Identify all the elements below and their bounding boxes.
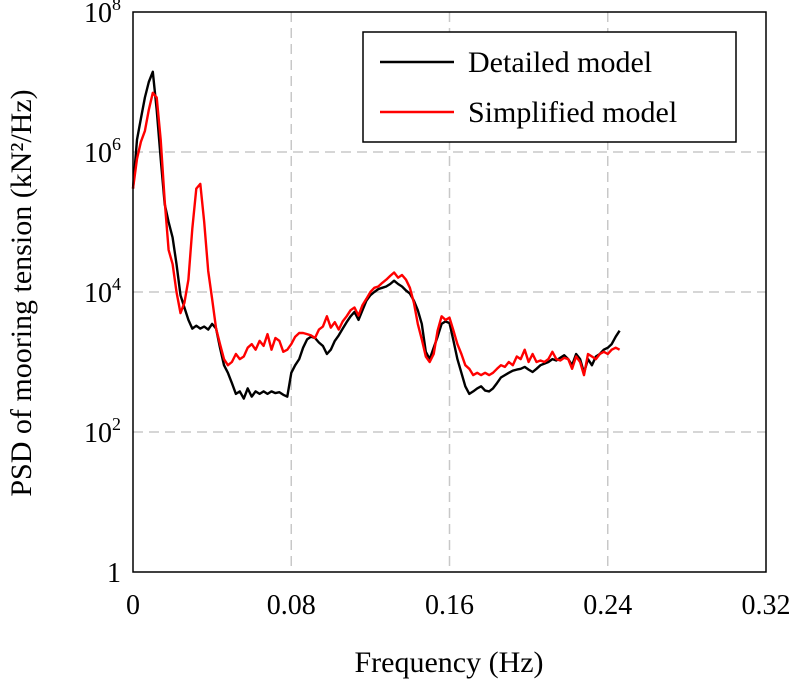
x-tick-label: 0.32	[742, 590, 791, 621]
x-tick-label: 0.24	[583, 590, 632, 621]
y-tick-label: 108	[84, 0, 121, 29]
legend-box	[362, 31, 737, 143]
y-axis-title: PSD of mooring tension (kN²/Hz)	[5, 89, 38, 496]
series-line-simplified	[131, 91, 621, 377]
plot-frame	[132, 11, 767, 573]
x-tick-label: 0.08	[267, 590, 316, 621]
y-tick-label: 104	[84, 274, 121, 309]
legend-label-simplified: Simplified model	[468, 96, 677, 129]
y-tick-label: 1	[107, 558, 121, 589]
y-tick-label: 102	[84, 414, 121, 449]
tick-labels: 0 0.08 0.16 0.24 0.32 1 102 104 106 108	[84, 0, 791, 621]
y-tick-label: 106	[84, 134, 121, 169]
series-layer	[131, 70, 621, 400]
gridlines	[133, 12, 766, 572]
plot-area-border	[132, 11, 767, 573]
legend-label-detailed: Detailed model	[468, 46, 652, 79]
x-axis-title: Frequency (Hz)	[354, 646, 543, 679]
legend: Detailed model Simplified model	[362, 31, 737, 143]
series-line-detailed	[131, 70, 621, 400]
x-tick-label: 0.16	[425, 590, 474, 621]
x-tick-label: 0	[126, 590, 140, 621]
